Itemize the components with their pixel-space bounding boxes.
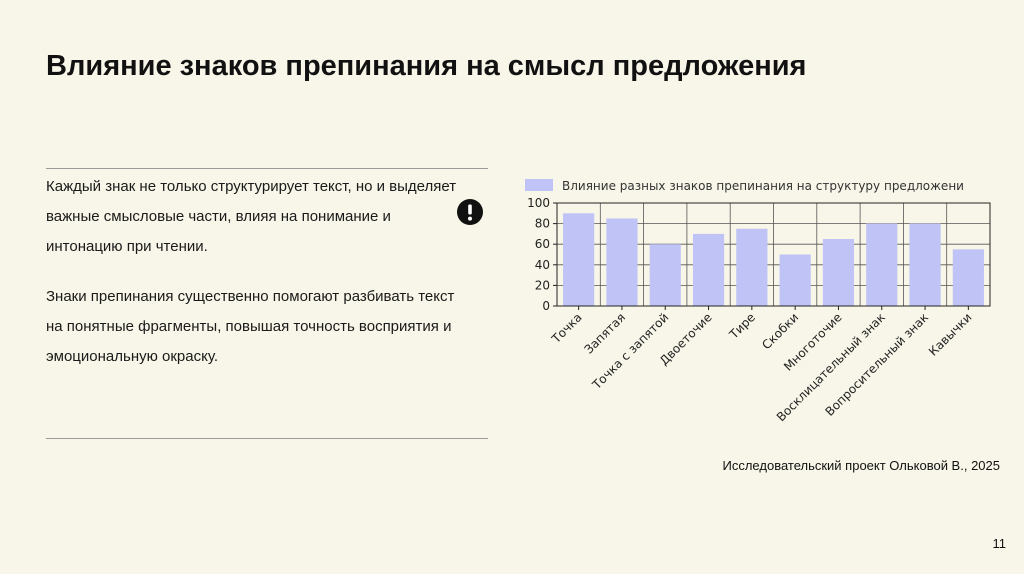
text-block: Каждый знак не только структурирует текс…	[46, 172, 466, 372]
bottom-divider	[46, 438, 488, 439]
bar	[952, 249, 984, 306]
credit-text: Исследовательский проект Ольковой В., 20…	[722, 458, 1001, 473]
bars	[563, 213, 984, 306]
exclamation-circle-icon	[457, 199, 483, 225]
slide-title: Влияние знаков препинания на смысл предл…	[46, 50, 807, 82]
y-tick-label: 80	[535, 217, 550, 231]
y-ticks: 0 20 40 60 80 100	[527, 196, 557, 313]
top-divider	[46, 168, 488, 169]
plot-frame	[556, 202, 991, 307]
bar-chart: Влияние разных знаков препинания на стру…	[500, 170, 1000, 460]
x-tick-label: Точка	[548, 310, 584, 346]
bar	[692, 233, 725, 306]
y-tick-label: 0	[542, 299, 550, 313]
y-tick-label: 60	[535, 237, 550, 251]
x-tick-label: Скобки	[759, 310, 801, 352]
bar	[779, 254, 811, 306]
page-number: 11	[992, 536, 1007, 551]
bar	[736, 228, 768, 306]
bar	[563, 213, 595, 306]
y-tick-label: 40	[535, 258, 550, 272]
y-tick-label: 20	[535, 278, 550, 292]
x-tick-label: Тире	[726, 310, 758, 342]
bar	[649, 244, 681, 306]
bar	[606, 218, 638, 306]
paragraph-2: Знаки препинания существенно помогают ра…	[46, 288, 455, 365]
chart-svg: Влияние разных знаков препинания на стру…	[525, 179, 991, 424]
legend-label: Влияние разных знаков препинания на стру…	[562, 179, 964, 193]
paragraph-1: Каждый знак не только структурирует текс…	[46, 178, 457, 255]
bar	[866, 223, 898, 306]
legend-swatch	[525, 179, 553, 191]
bar	[909, 223, 941, 306]
x-tick-label: Точка с запятой	[589, 310, 671, 392]
bar	[822, 239, 855, 306]
y-tick-label: 100	[527, 196, 550, 210]
x-tick-label: Кавычки	[926, 310, 974, 358]
